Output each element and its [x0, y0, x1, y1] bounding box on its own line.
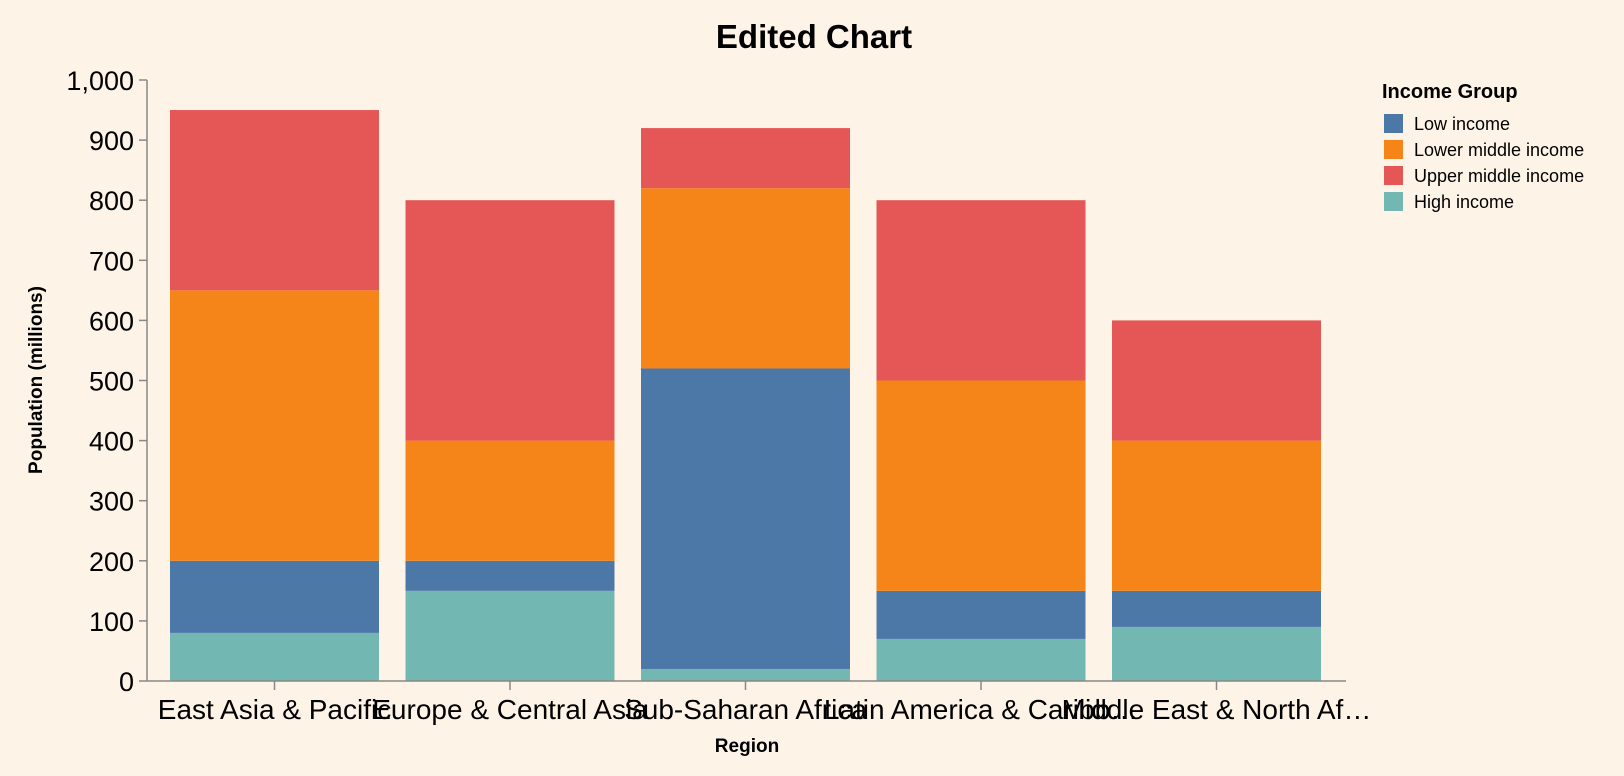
- chart-title: Edited Chart: [716, 18, 912, 55]
- bar-europe-central-asia-upper-middle-income: [405, 200, 615, 441]
- legend-label-lower-middle-income: Lower middle income: [1414, 140, 1584, 160]
- legend-label-low-income: Low income: [1414, 114, 1510, 134]
- x-tick-label-sub-saharan-africa: Sub-Saharan Africa: [624, 694, 867, 725]
- x-tick-label-latin-america-caribbean: Latin America & Caribb…: [824, 694, 1138, 725]
- bar-latin-america-caribbean-high-income: [876, 638, 1086, 681]
- x-tick-label-middle-east-north-africa: Middle East & North Af…: [1062, 694, 1372, 725]
- y-tick-label-400: 400: [89, 427, 134, 457]
- y-tick-label-100: 100: [89, 607, 134, 637]
- bar-europe-central-asia-low-income: [405, 560, 615, 591]
- plot-area: 0 100 200 300 400 500 600 700 800 900 1,000 East As…: [66, 66, 1371, 725]
- bar-sub-saharan-africa-low-income: [641, 368, 850, 669]
- bar-middle-east-north-africa-lower-middle-income: [1112, 440, 1321, 591]
- y-tick-label-900: 900: [89, 126, 134, 156]
- bar-middle-east-north-africa-low-income: [1112, 590, 1321, 627]
- x-tick-label-east-asia-pacific: East Asia & Pacific: [158, 694, 391, 725]
- bar-middle-east-north-africa-high-income: [1112, 626, 1321, 681]
- bar-sub-saharan-africa-high-income: [641, 668, 850, 681]
- legend-label-high-income: High income: [1414, 192, 1514, 212]
- y-tick-label-200: 200: [89, 547, 134, 577]
- bar-europe-central-asia-high-income: [405, 590, 615, 681]
- legend-title: Income Group: [1382, 81, 1518, 103]
- y-tick-label-700: 700: [89, 246, 134, 276]
- legend-swatch-high-income: [1384, 192, 1403, 211]
- legend-label-upper-middle-income: Upper middle income: [1414, 166, 1584, 186]
- bar-east-asia-pacific-low-income: [170, 560, 379, 633]
- x-tick-label-europe-central-asia: Europe & Central Asia: [372, 694, 648, 725]
- bar-middle-east-north-africa-upper-middle-income: [1112, 320, 1321, 441]
- legend-swatch-upper-middle-income: [1384, 166, 1403, 185]
- bar-east-asia-pacific-lower-middle-income: [170, 290, 379, 561]
- y-axis-title: Population (millions): [26, 286, 47, 474]
- y-tick-label-300: 300: [89, 487, 134, 517]
- legend: Income Group Low income Lower middle inco…: [1382, 81, 1584, 212]
- bar-latin-america-caribbean-lower-middle-income: [876, 380, 1086, 591]
- y-tick-label-500: 500: [89, 367, 134, 397]
- y-tick-label-600: 600: [89, 306, 134, 336]
- legend-swatch-low-income: [1384, 114, 1403, 133]
- y-tick-label-0: 0: [119, 667, 134, 697]
- bar-east-asia-pacific-upper-middle-income: [170, 110, 379, 291]
- legend-swatch-lower-middle-income: [1384, 140, 1403, 159]
- bar-europe-central-asia-lower-middle-income: [405, 440, 615, 561]
- bar-east-asia-pacific-high-income: [170, 632, 379, 681]
- x-axis-title: Region: [715, 736, 779, 757]
- bar-latin-america-caribbean-low-income: [876, 590, 1086, 639]
- y-tick-label-1000: 1,000: [66, 66, 134, 96]
- bar-sub-saharan-africa-upper-middle-income: [641, 128, 850, 189]
- y-tick-label-800: 800: [89, 186, 134, 216]
- bar-latin-america-caribbean-upper-middle-income: [876, 200, 1086, 381]
- bar-sub-saharan-africa-lower-middle-income: [641, 188, 850, 369]
